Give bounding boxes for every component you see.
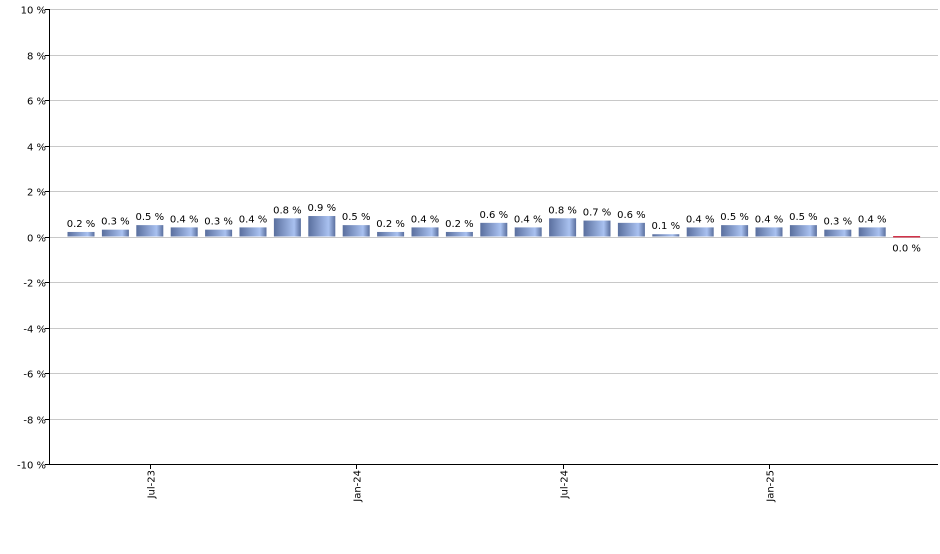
bar xyxy=(721,225,749,237)
y-tick-label: 8 % xyxy=(27,52,46,63)
data-labels: 0.2 % 0.3 % 0.5 % 0.4 % 0.3 % 0.4 % 0.8 % 0.9 %… xyxy=(67,203,921,254)
bar xyxy=(789,225,817,237)
bar xyxy=(342,225,370,237)
bar xyxy=(273,218,301,237)
data-label: 0.5 % xyxy=(136,212,165,223)
x-tick-label: Jan-25 xyxy=(766,470,777,503)
data-label: 0.8 % xyxy=(548,205,577,216)
axes: 10 % 8 % 6 % 4 % 2 % 0 % -2 % -4 % -6 % -8 % -10 %… xyxy=(17,6,938,503)
data-label: 0.2 % xyxy=(67,219,96,230)
data-label: 0.6 % xyxy=(617,210,646,221)
bar xyxy=(480,222,508,237)
x-tick-label: Jan-24 xyxy=(353,470,364,503)
data-label: 0.6 % xyxy=(480,210,509,221)
bar xyxy=(617,222,645,237)
bar xyxy=(583,220,611,237)
data-label: 0.8 % xyxy=(273,205,302,216)
bar xyxy=(170,227,198,237)
y-tick-label: -8 % xyxy=(23,416,46,427)
x-tick-label: Jul-23 xyxy=(147,470,158,499)
bar xyxy=(514,227,542,237)
data-label: 0.3 % xyxy=(824,217,853,228)
bar xyxy=(686,227,714,237)
bar xyxy=(411,227,439,237)
bar xyxy=(101,229,129,237)
bar xyxy=(549,218,577,237)
data-label: 0.2 % xyxy=(445,219,474,230)
y-tick-label: -4 % xyxy=(23,325,46,336)
bar xyxy=(858,227,886,237)
y-tick-label: 4 % xyxy=(27,143,46,154)
bar xyxy=(755,227,783,237)
bar xyxy=(136,225,164,237)
y-tick-label: -2 % xyxy=(23,279,46,290)
bar xyxy=(67,231,95,237)
bar xyxy=(308,216,336,237)
bar xyxy=(652,234,680,237)
data-label: 0.4 % xyxy=(858,214,887,225)
data-label: 0.4 % xyxy=(239,214,268,225)
y-tick-label: 6 % xyxy=(27,97,46,108)
bar xyxy=(824,229,852,237)
grid-lines xyxy=(49,9,938,420)
bar xyxy=(239,227,267,237)
data-label: 0.3 % xyxy=(204,217,233,228)
data-label: 0.5 % xyxy=(342,212,371,223)
data-label: 0.4 % xyxy=(411,214,440,225)
data-label: 0.4 % xyxy=(514,214,543,225)
data-label: 0.4 % xyxy=(755,214,784,225)
data-label: 0.5 % xyxy=(720,212,749,223)
data-label: 0.9 % xyxy=(308,203,337,214)
data-label: 0.4 % xyxy=(686,214,715,225)
y-tick-label: -10 % xyxy=(17,461,46,472)
data-label: 0.3 % xyxy=(101,217,130,228)
x-tick-label: Jul-24 xyxy=(560,470,571,499)
y-tick-label: 0 % xyxy=(27,234,46,245)
data-label: 0.5 % xyxy=(789,212,818,223)
data-label: 0.4 % xyxy=(170,214,199,225)
bar xyxy=(377,231,405,237)
bar xyxy=(893,236,921,238)
data-label: 0.0 % xyxy=(892,244,921,255)
y-tick-label: 10 % xyxy=(21,6,46,17)
bars xyxy=(67,216,921,238)
bar xyxy=(445,231,473,237)
y-tick-label: -6 % xyxy=(23,370,46,381)
bar xyxy=(205,229,233,237)
data-label: 0.7 % xyxy=(583,208,612,219)
data-label: 0.2 % xyxy=(376,219,405,230)
y-tick-label: 2 % xyxy=(27,188,46,199)
data-label: 0.1 % xyxy=(652,221,681,232)
